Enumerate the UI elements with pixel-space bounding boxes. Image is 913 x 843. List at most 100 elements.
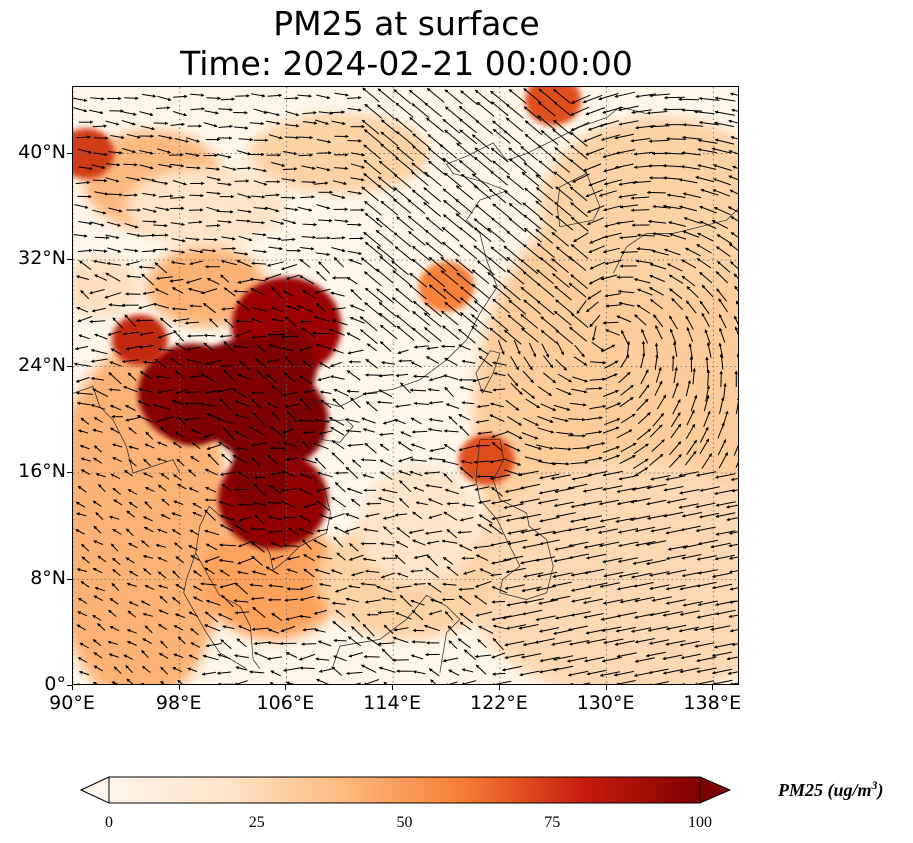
wind-vector: [618, 371, 631, 384]
wind-vector: [737, 425, 738, 427]
wind-vector: [281, 346, 295, 352]
wind-vector: [377, 642, 395, 646]
wind-vector: [655, 366, 662, 383]
wind-vector: [238, 137, 254, 142]
wind-vector: [458, 328, 476, 344]
wind-vector: [145, 431, 154, 440]
wind-vector: [730, 261, 738, 270]
wind-vector: [523, 214, 542, 230]
wind-vector: [699, 426, 709, 443]
wind-vector: [668, 221, 686, 227]
wind-vector: [234, 654, 249, 659]
wind-vector: [591, 341, 605, 352]
wind-vector: [685, 380, 691, 397]
wind-vector: [459, 118, 477, 134]
wind-vector: [715, 271, 729, 284]
wind-vector: [375, 229, 394, 245]
wind-vector: [331, 120, 346, 126]
wind-vector: [636, 288, 653, 296]
wind-vector: [191, 442, 201, 450]
wind-vector: [471, 314, 489, 330]
wind-vector: [478, 356, 493, 367]
wind-vector: [635, 259, 653, 264]
wind-vector: [253, 206, 269, 211]
wind-vector: [375, 217, 394, 233]
wind-vector: [142, 208, 157, 213]
wind-vector: [699, 220, 717, 229]
wind-vector: [413, 401, 430, 406]
wind-vector: [365, 358, 378, 369]
wind-vector: [152, 302, 169, 309]
wind-vector: [441, 459, 459, 466]
wind-vector: [328, 416, 345, 426]
wind-vector: [557, 373, 573, 383]
wind-vector: [203, 122, 218, 128]
wind-vector: [376, 288, 394, 304]
wind-vector: [654, 353, 659, 370]
wind-vector: [78, 221, 93, 226]
wind-vector: [126, 274, 142, 279]
wind-vector: [175, 389, 187, 395]
wind-vector: [506, 269, 525, 285]
wind-vector: [412, 374, 429, 379]
wind-vector: [186, 346, 201, 351]
wind-vector: [170, 260, 186, 265]
lon-tick-mark: [605, 685, 607, 690]
wind-vector: [344, 418, 360, 423]
wind-vector: [391, 297, 410, 312]
wind-vector: [301, 235, 317, 240]
wind-vector: [175, 370, 185, 380]
wind-vector: [332, 348, 344, 354]
wind-vector: [585, 416, 603, 421]
wind-vector: [697, 232, 714, 242]
wind-vector: [329, 361, 342, 368]
wind-vector: [265, 193, 280, 197]
wind-vector: [524, 227, 542, 243]
wind-vector: [394, 404, 411, 409]
wind-vector: [266, 261, 284, 267]
wind-vector: [556, 431, 574, 436]
wind-vector: [588, 245, 605, 253]
wind-vector: [362, 679, 380, 684]
lon-tick-mark: [712, 685, 714, 690]
wind-vector: [77, 315, 93, 323]
wind-vector: [253, 641, 269, 646]
wind-vector: [360, 664, 377, 674]
wind-vector: [285, 110, 300, 117]
wind-vector: [535, 174, 554, 190]
wind-vector: [734, 315, 738, 325]
wind-vector: [523, 356, 533, 371]
wind-vector: [108, 372, 122, 385]
wind-vector: [428, 401, 444, 405]
wind-vector: [473, 184, 492, 200]
wind-vector: [640, 369, 649, 385]
wind-vector: [297, 94, 312, 98]
map-plot-area[interactable]: [72, 86, 739, 685]
wind-vector: [411, 258, 430, 274]
wind-vector: [685, 315, 694, 330]
wind-vector: [223, 341, 234, 352]
wind-vector: [333, 166, 349, 171]
wind-vector: [376, 268, 394, 284]
wind-vector: [170, 195, 185, 200]
wind-vector: [488, 188, 507, 204]
wind-vector: [701, 284, 714, 298]
lon-tick-label: 106°E: [256, 692, 315, 714]
wind-vector: [331, 247, 346, 253]
wind-vector: [536, 282, 555, 298]
wind-vector: [250, 442, 268, 447]
wind-vector: [190, 428, 201, 435]
wind-vector: [541, 343, 550, 358]
wind-vector: [588, 178, 607, 187]
wind-vector: [330, 426, 345, 436]
wind-vector: [411, 145, 430, 161]
wind-vector: [128, 445, 139, 450]
colorbar-tick-label: 50: [396, 814, 413, 831]
wind-vector: [265, 206, 280, 213]
wind-vector: [271, 411, 281, 421]
wind-vector: [570, 121, 590, 131]
wind-vector: [331, 307, 346, 311]
wind-vector: [80, 457, 91, 462]
wind-vector: [703, 394, 710, 412]
wind-vector: [443, 429, 459, 433]
